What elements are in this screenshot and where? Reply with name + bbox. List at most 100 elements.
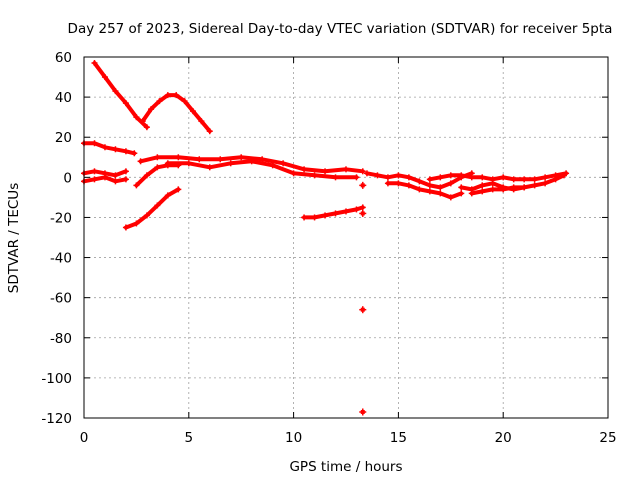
data-point [552, 176, 559, 183]
data-point [521, 176, 528, 183]
data-point [91, 168, 98, 175]
data-point [437, 190, 444, 197]
data-point [447, 180, 454, 187]
data-point [479, 182, 486, 189]
data-point [112, 178, 119, 185]
data-point [148, 106, 155, 113]
series-line [92, 61, 149, 130]
series-arc-2 [139, 92, 213, 135]
data-point [122, 168, 129, 175]
data-point [353, 174, 360, 181]
chart-title: Day 257 of 2023, Sidereal Day-to-day VTE… [68, 21, 613, 37]
data-point [112, 146, 119, 153]
data-point [301, 214, 308, 221]
data-point [122, 176, 129, 183]
data-point [447, 194, 454, 201]
data-point [405, 174, 412, 181]
data-point [91, 140, 98, 147]
data-point [510, 176, 517, 183]
data-point [405, 182, 412, 189]
data-point [332, 174, 339, 181]
data-point [458, 172, 465, 179]
data-point [395, 180, 402, 187]
series-arc-13 [426, 170, 570, 183]
data-point [143, 172, 150, 179]
series-arc-9 [164, 158, 360, 181]
series-arc-15 [468, 184, 528, 197]
outlier-point [359, 306, 367, 314]
data-point [560, 172, 567, 179]
data-point [542, 174, 549, 181]
data-point [500, 186, 507, 193]
data-point [185, 160, 192, 167]
data-point [301, 166, 308, 173]
x-tick-label: 5 [185, 430, 194, 446]
data-point [101, 144, 108, 151]
data-point [131, 150, 138, 157]
data-point [198, 118, 205, 125]
y-axis-label: SDTVAR / TECUs [6, 183, 22, 293]
data-point [468, 174, 475, 181]
data-point [122, 224, 129, 231]
data-point [217, 156, 224, 163]
data-point [133, 182, 140, 189]
data-point [133, 220, 140, 227]
data-point [343, 166, 349, 173]
data-point [164, 192, 171, 199]
outlier-point [359, 181, 367, 189]
series-arc-5 [81, 174, 129, 185]
x-axis-label: GPS time / hours [289, 459, 402, 475]
data-point [311, 214, 318, 221]
grid [84, 57, 608, 418]
data-point [164, 160, 171, 167]
y-tick-label: 20 [55, 130, 72, 146]
y-tick-label: -40 [50, 251, 72, 267]
data-point [322, 212, 329, 219]
data-point [112, 88, 119, 95]
data-point [489, 186, 496, 193]
data-point [154, 202, 161, 209]
data-point [101, 174, 108, 181]
data-point [426, 182, 433, 189]
outlier-point [359, 408, 367, 416]
data-point [374, 172, 381, 179]
data-point [248, 158, 255, 165]
series-arc-11 [363, 170, 475, 191]
series-line [140, 93, 212, 134]
y-tick-label: -20 [50, 210, 72, 226]
data-point [175, 186, 182, 193]
data-point [311, 172, 318, 179]
data-point [458, 190, 465, 197]
series-layer [81, 60, 570, 416]
x-tick-label: 25 [599, 430, 616, 446]
x-tick-label: 20 [495, 430, 512, 446]
y-tick-label: -80 [50, 331, 72, 347]
plot-frame [83, 56, 609, 419]
data-point [137, 158, 144, 165]
series-arc-6 [122, 186, 182, 231]
data-point [359, 204, 366, 211]
series-arc-3 [81, 140, 138, 157]
data-point [479, 188, 486, 195]
data-point [479, 174, 486, 181]
data-point [280, 160, 287, 167]
data-point [500, 174, 507, 181]
data-point [143, 124, 150, 131]
data-point [468, 190, 475, 197]
data-point [206, 164, 213, 171]
data-point [156, 98, 163, 105]
data-point [426, 188, 433, 195]
data-point [101, 74, 108, 81]
data-point [91, 60, 98, 67]
y-tick-label: 0 [63, 170, 72, 186]
data-point [416, 178, 423, 185]
data-point [437, 184, 444, 191]
data-point [384, 180, 391, 187]
data-point [133, 114, 140, 121]
y-tick-label: 60 [55, 50, 72, 66]
data-point [139, 118, 146, 125]
data-point [416, 186, 423, 193]
data-point [531, 182, 538, 189]
series-arc-10 [301, 204, 366, 221]
